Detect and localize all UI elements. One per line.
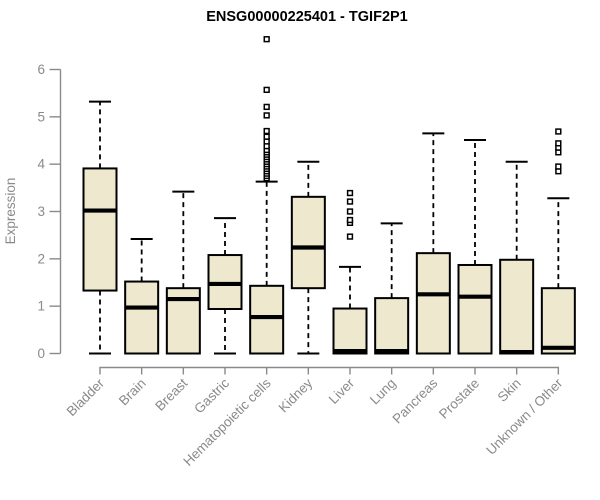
- x-tick-label-liver: Liver: [326, 375, 358, 407]
- box-skin: [499, 258, 535, 355]
- boxplot-brain: [124, 237, 160, 355]
- outlier-liver-0: [346, 233, 354, 240]
- box-kidney: [290, 195, 326, 290]
- box-pancreas: [415, 252, 451, 355]
- boxplot-lung: [374, 222, 410, 355]
- boxplot-breast: [165, 190, 201, 355]
- boxplot-pancreas: [415, 132, 451, 355]
- box-unknown-other: [540, 287, 576, 355]
- outlier-liver-5: [346, 189, 354, 197]
- outlier-unknown-other-1: [555, 163, 562, 170]
- outlier-hematopoietic-cells-17: [263, 112, 270, 119]
- x-tick-label-skin: Skin: [495, 376, 524, 405]
- box-liver: [332, 307, 368, 355]
- x-tick-label-bladder: Bladder: [64, 375, 108, 419]
- boxplot-skin: [499, 160, 535, 355]
- box-lung: [374, 297, 410, 355]
- box-brain: [124, 280, 160, 355]
- box-prostate: [457, 263, 493, 355]
- boxplot-series: [82, 36, 576, 355]
- y-tick-label-5: 5: [37, 109, 45, 124]
- y-tick-label-1: 1: [37, 299, 45, 314]
- x-tick-label-kidney: Kidney: [276, 375, 316, 415]
- outlier-liver-3: [346, 208, 354, 215]
- boxplot-bladder: [82, 100, 118, 355]
- boxplot-prostate: [457, 139, 493, 355]
- boxplot-gastric: [207, 217, 243, 355]
- outlier-liver-2: [346, 216, 354, 224]
- x-tick-label-lung: Lung: [367, 376, 399, 408]
- boxplot-hematopoietic-cells: [249, 36, 285, 355]
- x-tick-label-brain: Brain: [116, 376, 149, 409]
- y-tick-label-4: 4: [37, 157, 45, 172]
- x-tick-label-gastric: Gastric: [191, 375, 232, 416]
- y-tick-label-6: 6: [37, 62, 45, 77]
- x-tick-label-prostate: Prostate: [436, 376, 482, 422]
- outlier-hematopoietic-cells-15: [263, 133, 270, 140]
- x-tick-label-pancreas: Pancreas: [390, 375, 441, 426]
- chart-title: ENSG00000225401 - TGIF2P1: [206, 9, 408, 25]
- x-tick-label-unknown-other: Unknown / Other: [483, 375, 566, 458]
- box-hematopoietic-cells: [249, 284, 285, 355]
- boxplot-unknown-other: [540, 128, 576, 355]
- outlier-hematopoietic-cells-19: [263, 86, 270, 94]
- boxplot-liver: [332, 189, 368, 355]
- outlier-hematopoietic-cells-16: [263, 127, 270, 135]
- y-tick-label-2: 2: [37, 251, 45, 266]
- x-tick-label-breast: Breast: [152, 375, 190, 413]
- outlier-unknown-other-5: [555, 128, 562, 135]
- y-axis-label: Expression: [3, 178, 18, 245]
- outlier-hematopoietic-cells-18: [263, 103, 270, 111]
- box-bladder: [82, 167, 118, 292]
- y-tick-label-0: 0: [37, 346, 45, 361]
- outlier-hematopoietic-cells-20: [263, 36, 270, 43]
- outlier-unknown-other-4: [555, 140, 562, 147]
- boxplot-kidney: [290, 160, 326, 355]
- outlier-liver-4: [346, 198, 354, 205]
- y-tick-label-3: 3: [37, 204, 45, 219]
